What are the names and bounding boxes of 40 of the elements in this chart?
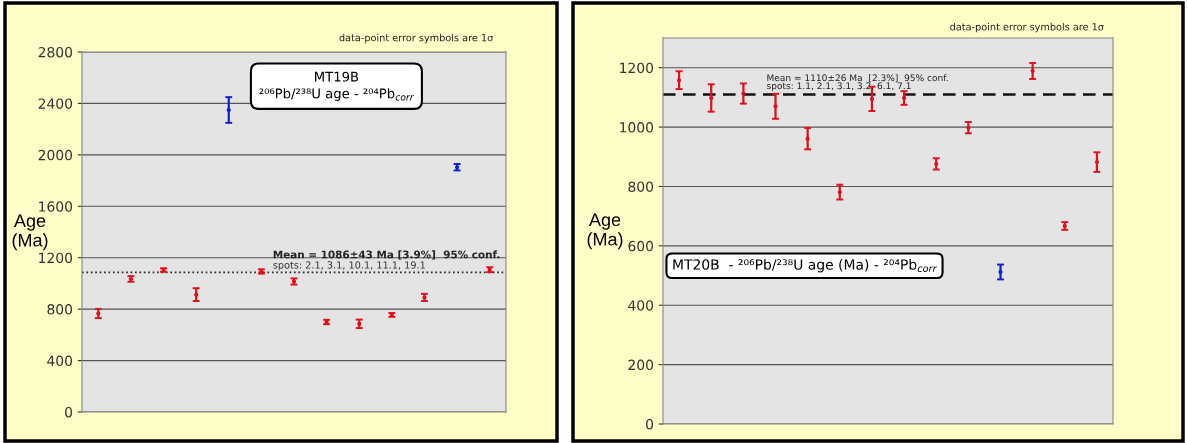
point xyxy=(1094,160,1100,165)
y-tick-label: 800 xyxy=(47,304,73,315)
point xyxy=(194,292,199,297)
text: MT19B xyxy=(315,71,359,82)
point xyxy=(709,95,714,101)
point xyxy=(966,125,971,130)
y-tick-label: 0 xyxy=(646,418,654,430)
y-tick-label: 600 xyxy=(628,240,654,252)
y-tick-label: 1600 xyxy=(39,201,73,212)
y-tick-label: 800 xyxy=(628,181,654,192)
point xyxy=(805,136,810,141)
y-tick-label: 2400 xyxy=(38,98,73,109)
point xyxy=(934,161,939,166)
y-tick-label: 2800 xyxy=(38,46,73,58)
point xyxy=(869,96,875,101)
annotation: spots: 1.1, 2.1, 3.1, 3.2, 6.1, 7.1 xyxy=(766,82,911,91)
point xyxy=(226,107,231,113)
y-tick-label: 1000 xyxy=(620,122,654,133)
point xyxy=(773,104,778,109)
y-tick-label: 0 xyxy=(65,406,73,418)
point xyxy=(998,269,1003,275)
text: data-point error symbols are 1σ xyxy=(950,22,1104,33)
text: data-point error symbols are 1σ xyxy=(339,33,493,44)
point xyxy=(676,78,682,83)
y-tick-label: 400 xyxy=(47,355,73,367)
point xyxy=(741,91,746,96)
y-tick-label: 200 xyxy=(628,359,654,371)
text: MT20B - ²⁰⁶Pb/²³⁸U age (Ma) - ²⁰⁴Pb$_{corr}$ xyxy=(673,259,938,273)
point xyxy=(901,95,907,101)
y-tick-label: 1200 xyxy=(39,252,73,264)
annotation: spots: 2.1, 3.1, 10.1, 11.1, 19.1 xyxy=(273,261,425,271)
y-axis-title: Age (Ma) xyxy=(12,214,48,251)
y-tick-label: 1200 xyxy=(620,62,654,74)
y-tick-label: 2000 xyxy=(38,149,73,161)
text: ²⁰⁶Pb/²³⁸U age - ²⁰⁴Pb$_{corr}$ xyxy=(259,88,415,101)
y-tick-label: 400 xyxy=(628,300,654,311)
point xyxy=(1030,68,1035,74)
point xyxy=(837,190,842,195)
ref-line-label: Mean = 1110±26 Ma [2.3%] 95% conf. xyxy=(767,74,948,83)
y-axis-title: Age (Ma) xyxy=(587,213,623,250)
